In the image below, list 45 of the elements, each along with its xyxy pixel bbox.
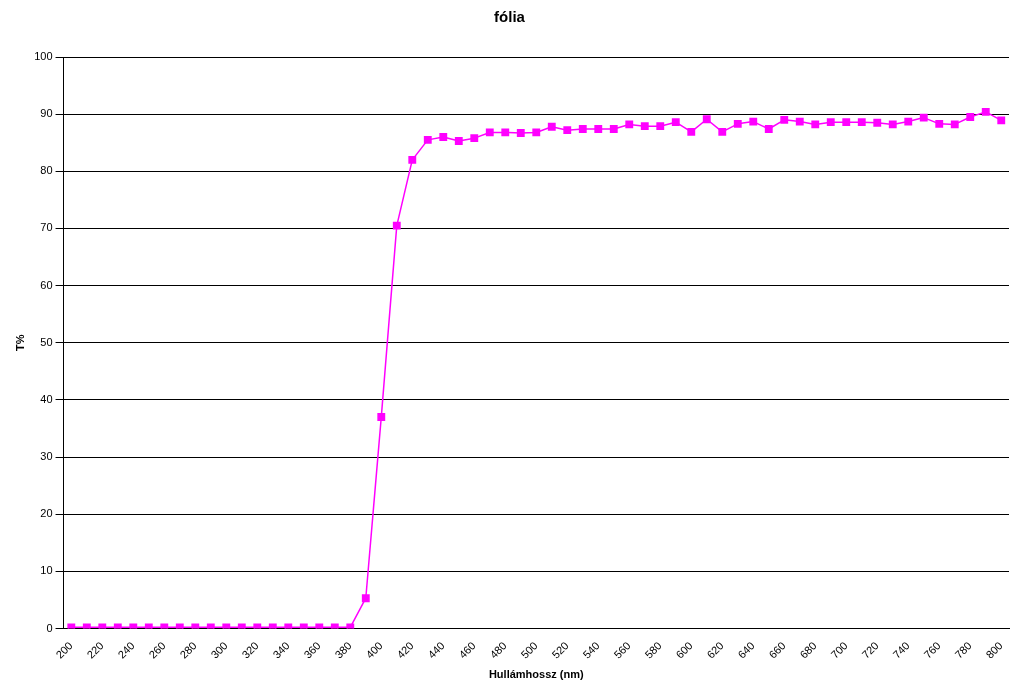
x-tick-label: 680 (797, 639, 819, 661)
y-tick-label: 40 (40, 392, 53, 405)
x-tick-label: 620 (704, 639, 726, 661)
x-tick-label: 440 (425, 639, 447, 661)
x-tick-label: 540 (580, 639, 602, 661)
y-tick-label: 0 (46, 621, 53, 634)
y-axis-title: T% (13, 334, 26, 351)
x-tick-label: 800 (983, 639, 1005, 661)
y-tick-label: 20 (40, 507, 53, 520)
x-tick-label: 480 (487, 639, 509, 661)
chart-title: fólia (494, 8, 526, 26)
x-tick-label: 780 (952, 639, 974, 661)
x-tick-label: 360 (301, 639, 323, 661)
x-tick-label: 560 (611, 639, 633, 661)
y-tick-label: 30 (40, 450, 53, 463)
x-tick-label: 220 (84, 639, 106, 661)
x-tick-label: 420 (394, 639, 416, 661)
x-tick-label: 580 (642, 639, 664, 661)
x-tick-label: 740 (890, 639, 912, 661)
x-tick-label: 460 (456, 639, 478, 661)
y-tick-label: 10 (40, 564, 53, 577)
x-tick-label: 660 (766, 639, 788, 661)
x-tick-label: 600 (673, 639, 695, 661)
x-tick-label: 380 (332, 639, 354, 661)
y-tick-label: 80 (40, 164, 53, 177)
x-tick-label: 320 (239, 639, 261, 661)
x-tick-label: 720 (859, 639, 881, 661)
x-tick-label: 200 (53, 639, 75, 661)
x-axis-title: Hullámhossz (nm) (488, 668, 584, 681)
x-tick-label: 260 (146, 639, 168, 661)
y-tick-label: 90 (40, 107, 53, 120)
x-tick-label: 520 (549, 639, 571, 661)
x-tick-label: 400 (363, 639, 385, 661)
y-tick-label: 70 (40, 221, 53, 234)
x-tick-label: 240 (115, 639, 137, 661)
x-tick-label: 340 (270, 639, 292, 661)
x-tick-label: 760 (921, 639, 943, 661)
x-tick-label: 280 (177, 639, 199, 661)
y-tick-label: 50 (40, 335, 53, 348)
y-tick-label: 60 (40, 278, 53, 291)
x-tick-label: 640 (735, 639, 757, 661)
x-tick-label: 300 (208, 639, 230, 661)
x-tick-label: 700 (828, 639, 850, 661)
x-tick-label: 500 (518, 639, 540, 661)
y-tick-label: 100 (34, 50, 53, 63)
